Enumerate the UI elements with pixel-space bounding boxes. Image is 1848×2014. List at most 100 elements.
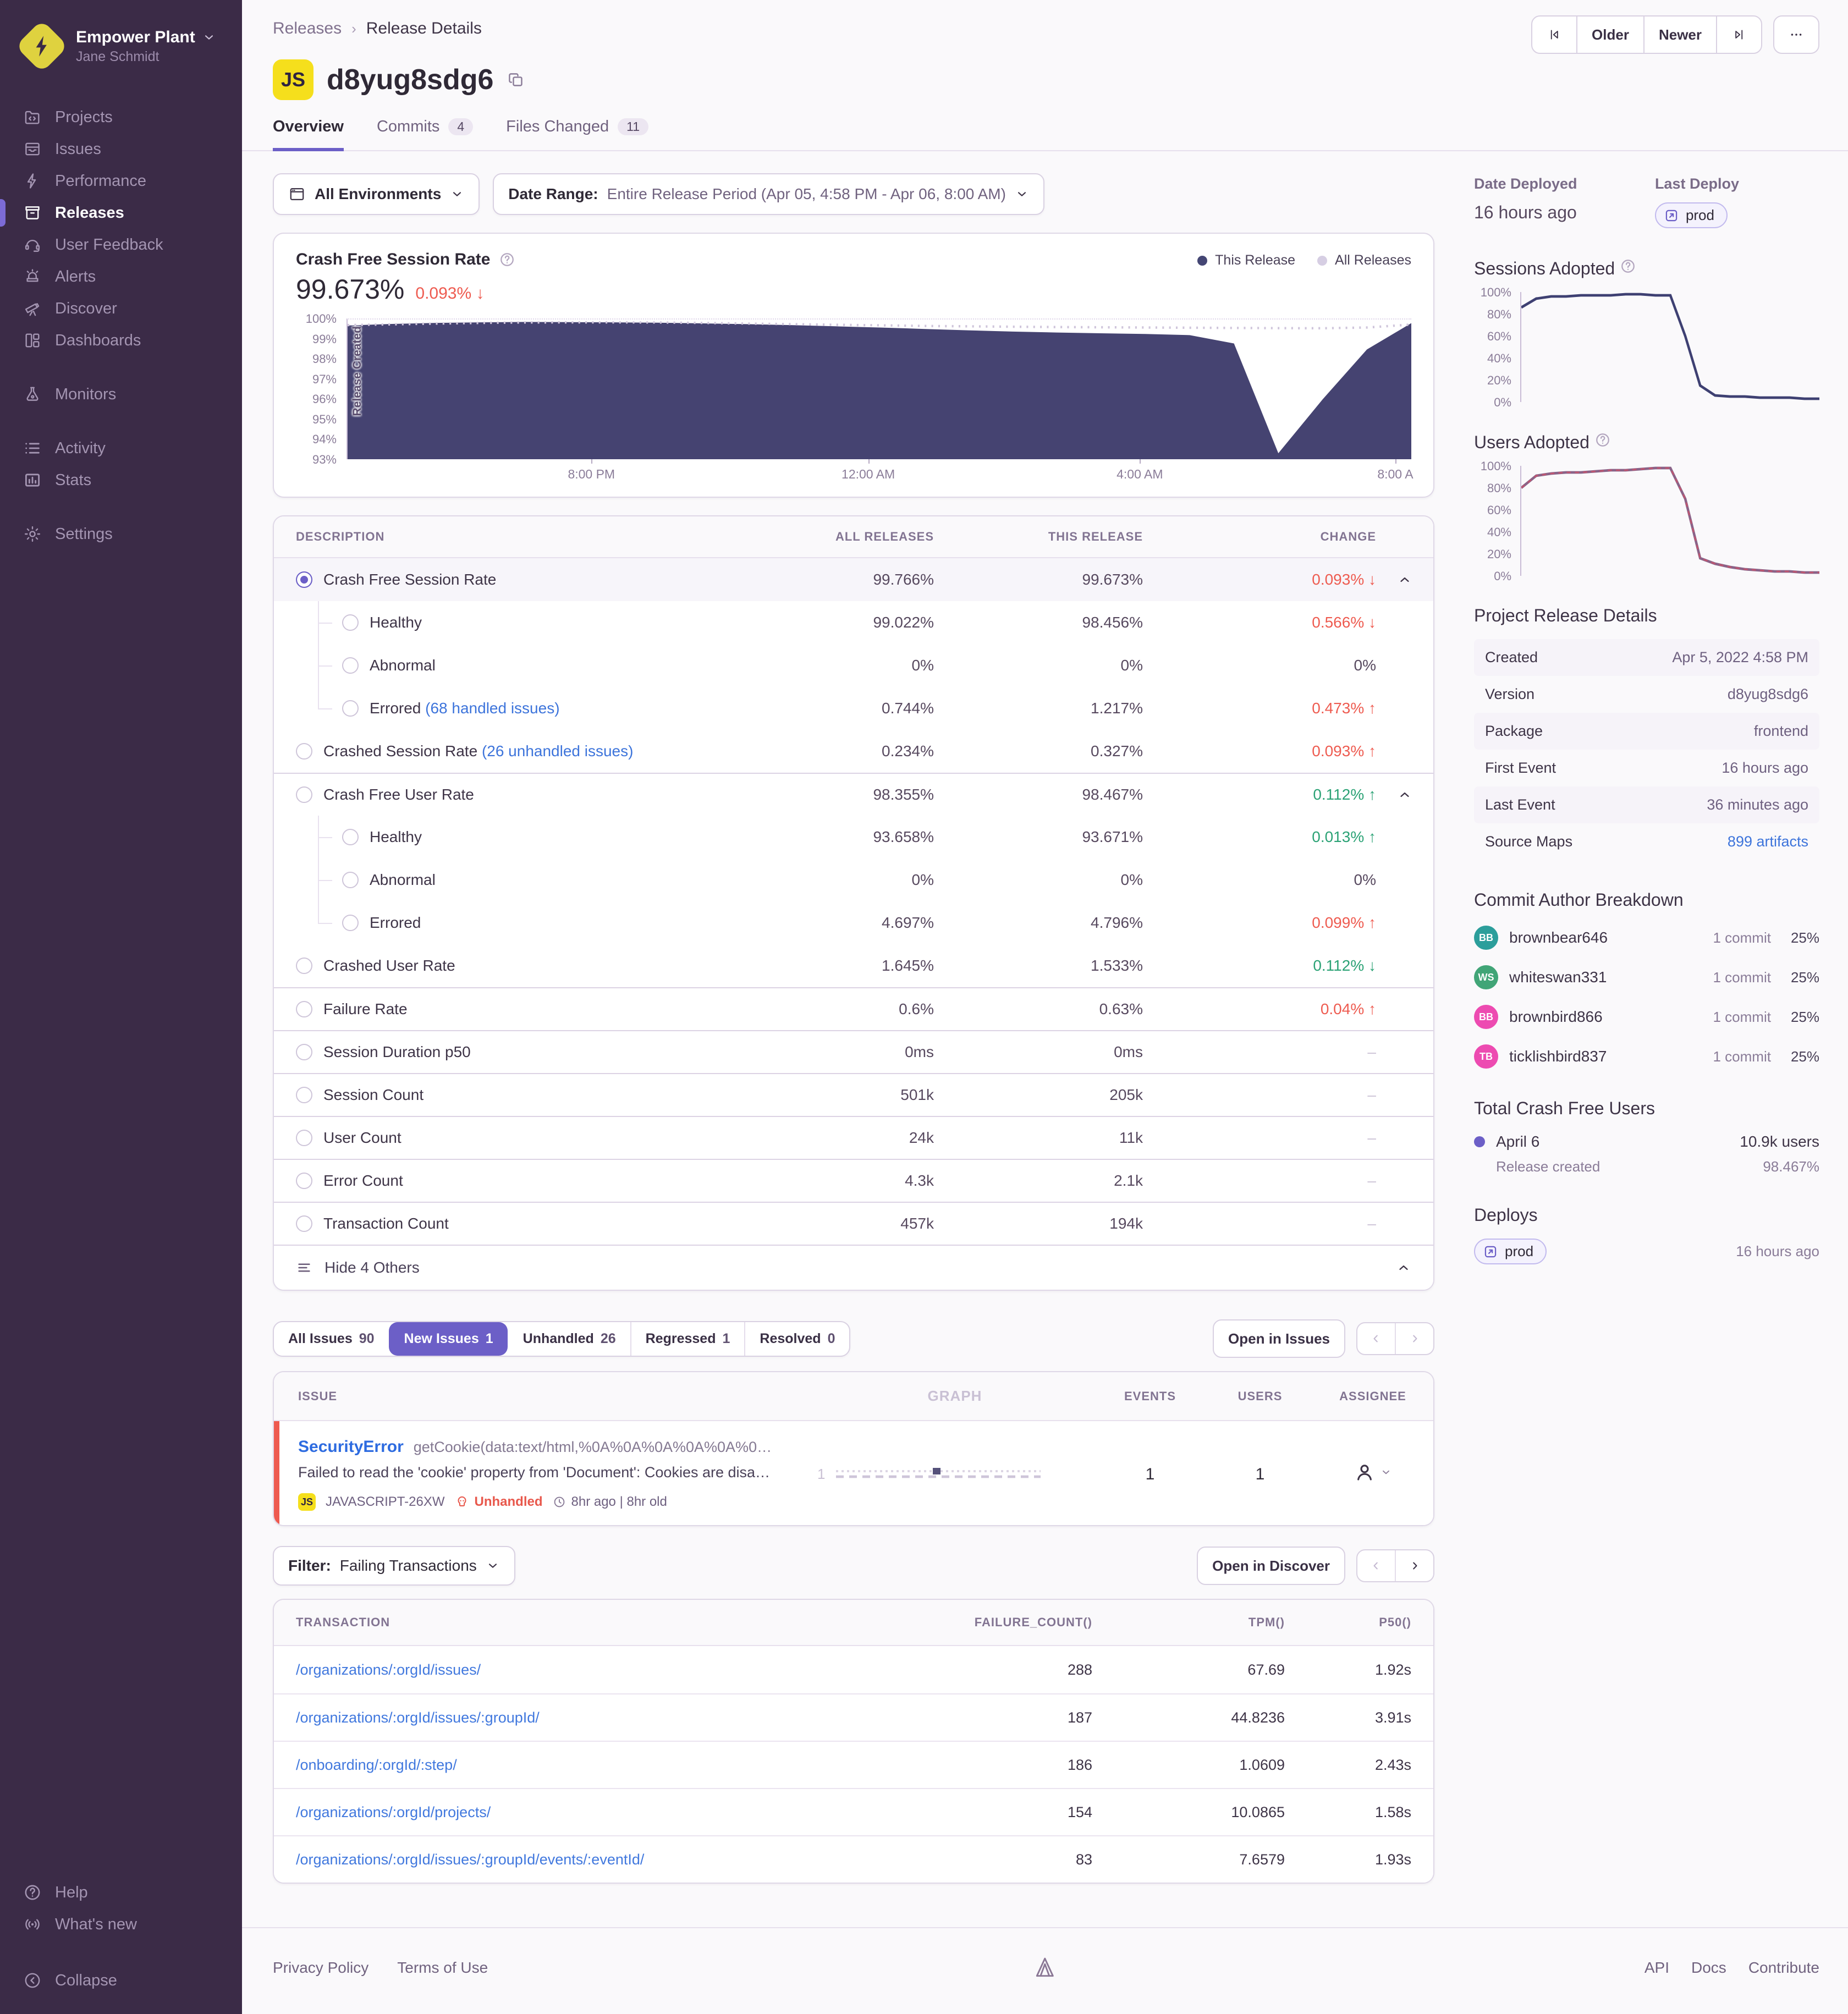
breadcrumb-releases[interactable]: Releases (273, 19, 342, 37)
metric-radio[interactable] (296, 1001, 312, 1017)
tab-commits[interactable]: Commits 4 (377, 118, 474, 151)
sidebar-footer-help[interactable]: Help (0, 1877, 242, 1908)
docs-link[interactable]: Docs (1691, 1959, 1726, 1976)
question-icon[interactable] (499, 251, 515, 268)
summary-row-user-count[interactable]: User Count 24k 11k – (274, 1116, 1433, 1159)
sidebar-item-activity[interactable]: Activity (0, 432, 242, 464)
hide-others-row[interactable]: Hide 4 Others (274, 1245, 1433, 1290)
tab-files-changed[interactable]: Files Changed 11 (506, 118, 649, 151)
summary-row-error-count[interactable]: Error Count 4.3k 2.1k – (274, 1159, 1433, 1202)
transaction-link[interactable]: /organizations/:orgId/issues/:groupId/ (296, 1709, 540, 1726)
transaction-link[interactable]: /organizations/:orgId/issues/:groupId/ev… (296, 1851, 645, 1868)
transaction-link[interactable]: /onboarding/:orgId/:step/ (296, 1756, 457, 1773)
metric-issues-link[interactable]: (68 handled issues) (425, 700, 560, 717)
issue-title-link[interactable]: SecurityError (298, 1438, 404, 1456)
chevron-up-icon[interactable] (1397, 572, 1412, 587)
sidebar-item-projects[interactable]: Projects (0, 101, 242, 133)
prod-deploy-pill[interactable]: prod (1654, 202, 1728, 228)
issues-tab-unhandled[interactable]: Unhandled 26 (522, 1330, 616, 1346)
metric-radio[interactable] (296, 1215, 312, 1232)
summary-row-session-duration-p50[interactable]: Session Duration p50 0ms 0ms – (274, 1030, 1433, 1073)
metric-radio[interactable] (296, 786, 312, 803)
sidebar-item-performance[interactable]: Performance (0, 165, 242, 197)
prev-page-button[interactable] (1357, 1323, 1395, 1354)
issue-row[interactable]: SecurityError getCookie(data:text/html,%… (274, 1421, 1433, 1525)
metric-radio[interactable] (296, 1087, 312, 1103)
metric-radio[interactable] (342, 915, 359, 931)
summary-row-errored[interactable]: Errored (68 handled issues) 0.744% 1.217% 0… (274, 687, 1433, 730)
metric-radio[interactable] (342, 614, 359, 631)
issues-tab-resolved[interactable]: Resolved 0 (744, 1322, 849, 1356)
source-maps-link[interactable]: 899 artifacts (1727, 833, 1808, 850)
metric-radio[interactable] (296, 1173, 312, 1189)
metric-radio[interactable] (296, 1044, 312, 1060)
assignee-dropdown[interactable] (1354, 1461, 1392, 1483)
metric-radio[interactable] (342, 657, 359, 674)
chevron-up-icon[interactable] (1397, 787, 1412, 802)
issues-tab-all-issues[interactable]: All Issues 90 (288, 1330, 375, 1346)
transactions-filter-select[interactable]: Filter: Failing Transactions (273, 1546, 515, 1586)
older-button[interactable]: Older (1576, 15, 1645, 54)
terms-of-use-link[interactable]: Terms of Use (397, 1959, 488, 1976)
metric-issues-link[interactable]: (26 unhandled issues) (481, 742, 634, 760)
summary-row-abnormal[interactable]: Abnormal 0% 0% 0% (274, 859, 1433, 901)
sidebar-item-discover[interactable]: Discover (0, 293, 242, 324)
transaction-link[interactable]: /organizations/:orgId/issues/ (296, 1661, 481, 1678)
summary-row-errored[interactable]: Errored 4.697% 4.796% 0.099% ↑ (274, 901, 1433, 944)
tab-overview[interactable]: Overview (273, 118, 344, 151)
sidebar-item-issues[interactable]: Issues (0, 133, 242, 165)
metric-radio[interactable] (342, 700, 359, 717)
sidebar-item-settings[interactable]: Settings (0, 518, 242, 550)
issues-tab-regressed[interactable]: Regressed 1 (630, 1322, 745, 1356)
prev-page-button[interactable] (1357, 1550, 1395, 1581)
open-in-issues-button[interactable]: Open in Issues (1213, 1319, 1345, 1358)
privacy-policy-link[interactable]: Privacy Policy (273, 1959, 369, 1976)
sidebar-item-alerts[interactable]: Alerts (0, 261, 242, 293)
environment-select[interactable]: All Environments (273, 173, 480, 215)
question-icon[interactable] (1594, 432, 1611, 448)
summary-row-healthy[interactable]: Healthy 99.022% 98.456% 0.566% ↓ (274, 601, 1433, 644)
metric-radio[interactable] (296, 743, 312, 760)
api-link[interactable]: API (1644, 1959, 1670, 1976)
legend-all-releases[interactable]: All Releases (1317, 252, 1411, 268)
sidebar-item-releases[interactable]: Releases (0, 197, 242, 229)
newer-button[interactable]: Newer (1643, 15, 1717, 54)
transaction-link[interactable]: /organizations/:orgId/projects/ (296, 1803, 491, 1820)
next-page-button[interactable] (1395, 1550, 1433, 1581)
chevron-up-icon[interactable] (1396, 1260, 1411, 1275)
summary-row-failure-rate[interactable]: Failure Rate 0.6% 0.63% 0.04% ↑ (274, 987, 1433, 1030)
sidebar-item-stats[interactable]: Stats (0, 464, 242, 496)
metric-radio[interactable] (342, 829, 359, 845)
summary-row-session-count[interactable]: Session Count 501k 205k – (274, 1073, 1433, 1116)
summary-row-abnormal[interactable]: Abnormal 0% 0% 0% (274, 644, 1433, 687)
issues-tab-new-issues[interactable]: New Issues 1 (388, 1322, 508, 1356)
sidebar-item-dashboards[interactable]: Dashboards (0, 324, 242, 356)
metric-radio[interactable] (342, 872, 359, 888)
metric-radio[interactable] (296, 1130, 312, 1146)
last-release-button[interactable] (1716, 15, 1762, 54)
unhandled-tag: Unhandled (455, 1494, 543, 1510)
summary-row-transaction-count[interactable]: Transaction Count 457k 194k – (274, 1202, 1433, 1245)
sidebar-footer-collapse[interactable]: Collapse (0, 1965, 242, 1996)
summary-row-crash-free-user-rate[interactable]: Crash Free User Rate 98.355% 98.467% 0.112%… (274, 773, 1433, 816)
first-release-button[interactable] (1531, 15, 1578, 54)
legend-this-release[interactable]: This Release (1197, 252, 1295, 268)
prod-deploy-pill[interactable]: prod (1474, 1239, 1547, 1264)
summary-row-crashed-session-rate[interactable]: Crashed Session Rate (26 unhandled issue… (274, 730, 1433, 773)
date-range-select[interactable]: Date Range: Entire Release Period (Apr 0… (493, 173, 1044, 215)
metric-radio[interactable] (296, 571, 312, 588)
summary-row-healthy[interactable]: Healthy 93.658% 93.671% 0.013% ↑ (274, 816, 1433, 859)
org-switcher[interactable]: Empower Plant Jane Schmidt (0, 0, 242, 73)
copy-icon[interactable] (507, 70, 525, 89)
sidebar-item-monitors[interactable]: Monitors (0, 378, 242, 410)
open-in-discover-button[interactable]: Open in Discover (1197, 1547, 1345, 1585)
more-actions-button[interactable] (1773, 15, 1819, 54)
next-page-button[interactable] (1395, 1323, 1433, 1354)
summary-row-crashed-user-rate[interactable]: Crashed User Rate 1.645% 1.533% 0.112% ↓ (274, 944, 1433, 987)
contribute-link[interactable]: Contribute (1748, 1959, 1819, 1976)
sidebar-item-user-feedback[interactable]: User Feedback (0, 229, 242, 261)
sidebar-footer-what-s-new[interactable]: What's new (0, 1908, 242, 1940)
question-icon[interactable] (1620, 258, 1636, 274)
summary-row-crash-free-session-rate[interactable]: Crash Free Session Rate 99.766% 99.673% 0.0… (274, 558, 1433, 601)
metric-radio[interactable] (296, 958, 312, 974)
